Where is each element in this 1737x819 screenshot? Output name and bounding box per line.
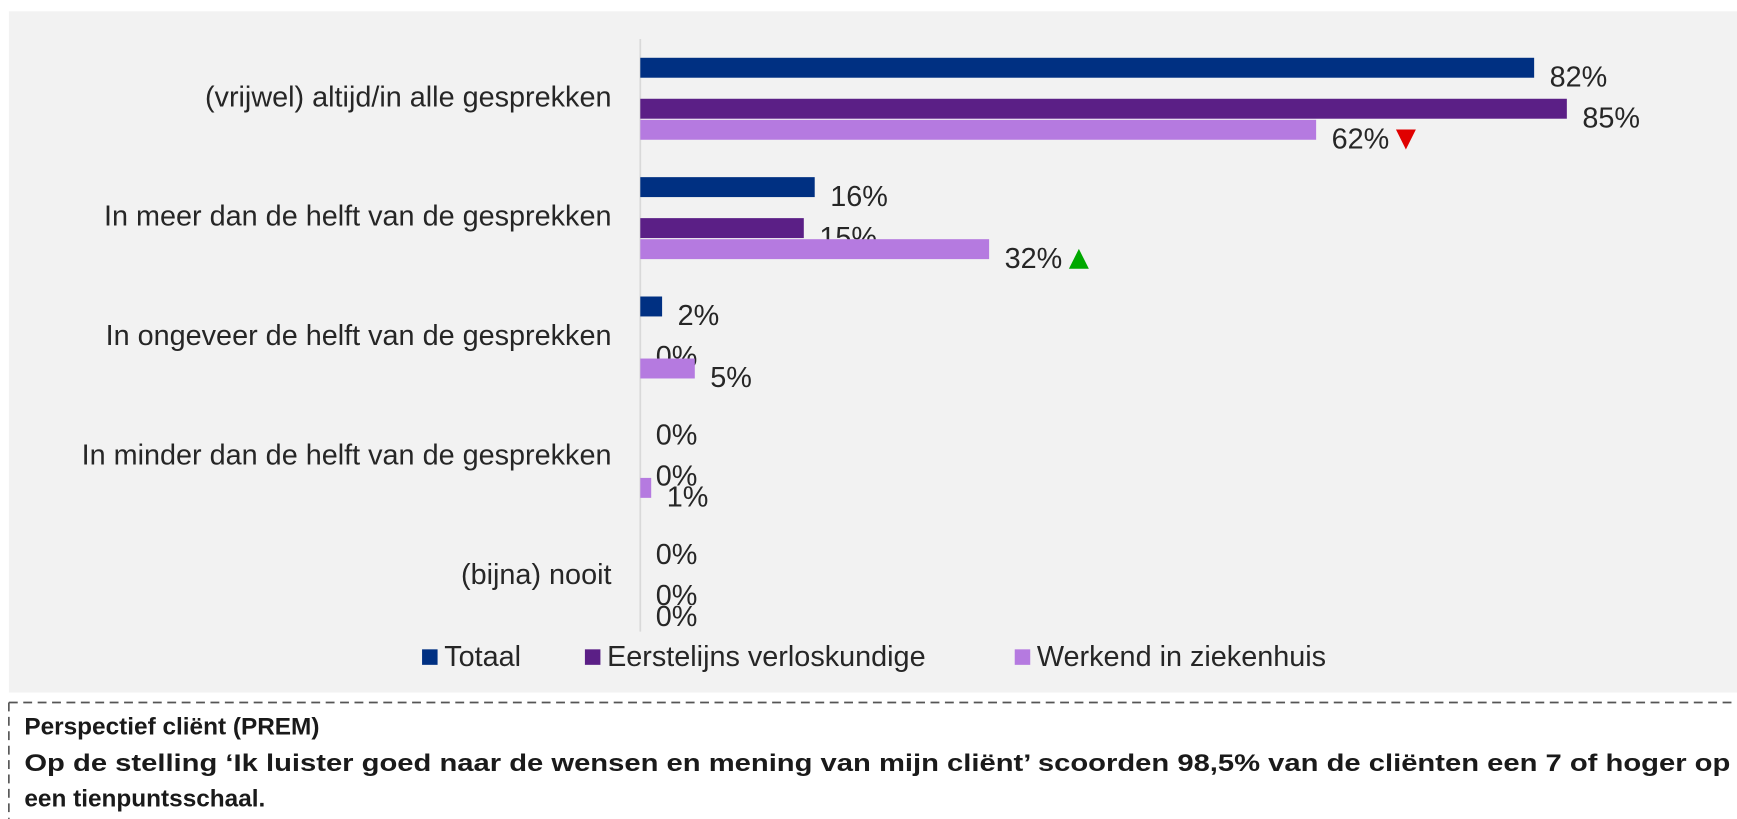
bar xyxy=(640,218,804,239)
bar xyxy=(640,98,1567,119)
bar xyxy=(640,296,663,317)
category-label: (vrijwel) altijd/in alle gesprekken xyxy=(205,81,612,113)
bar xyxy=(640,119,1317,140)
bar xyxy=(640,177,815,198)
value-label: 32% xyxy=(1005,243,1063,275)
significance-marker xyxy=(1068,248,1089,269)
value-label: 2% xyxy=(678,300,720,332)
value-label: 0% xyxy=(656,601,698,633)
category-label: (bijna) nooit xyxy=(461,559,611,591)
bar xyxy=(640,57,1535,78)
legend-swatch xyxy=(422,649,438,665)
note-border xyxy=(8,701,1737,819)
bar xyxy=(640,358,695,379)
note-line: Op de stelling ‘Ik luister goed naar de … xyxy=(24,750,1730,777)
legend-swatch xyxy=(1014,649,1031,665)
legend-label: Totaal xyxy=(444,641,521,673)
note-title: Perspectief cliënt (PREM) xyxy=(24,713,319,740)
category-label: In ongeveer de helft van de gesprekken xyxy=(106,320,612,352)
legend-swatch xyxy=(584,649,601,665)
value-label: 5% xyxy=(710,362,752,394)
value-label: 1% xyxy=(667,482,709,514)
note-line: een tienpuntsschaal. xyxy=(24,785,265,812)
bar xyxy=(640,477,652,498)
category-label: In minder dan de helft van de gesprekken xyxy=(82,439,612,471)
value-label: 0% xyxy=(656,461,698,493)
bar xyxy=(640,239,990,260)
significance-marker xyxy=(1395,129,1416,150)
legend-label: Eerstelijns verloskundige xyxy=(607,641,926,673)
legend-label: Werkend in ziekenhuis xyxy=(1037,641,1326,673)
value-label: 0% xyxy=(656,539,698,571)
value-label: 62% xyxy=(1332,123,1390,155)
value-label: 85% xyxy=(1582,102,1640,134)
value-label: 0% xyxy=(656,580,698,612)
value-label: 16% xyxy=(830,181,888,213)
value-label: 82% xyxy=(1550,61,1608,93)
value-label: 0% xyxy=(656,420,698,452)
category-label: In meer dan de helft van de gesprekken xyxy=(104,201,611,233)
